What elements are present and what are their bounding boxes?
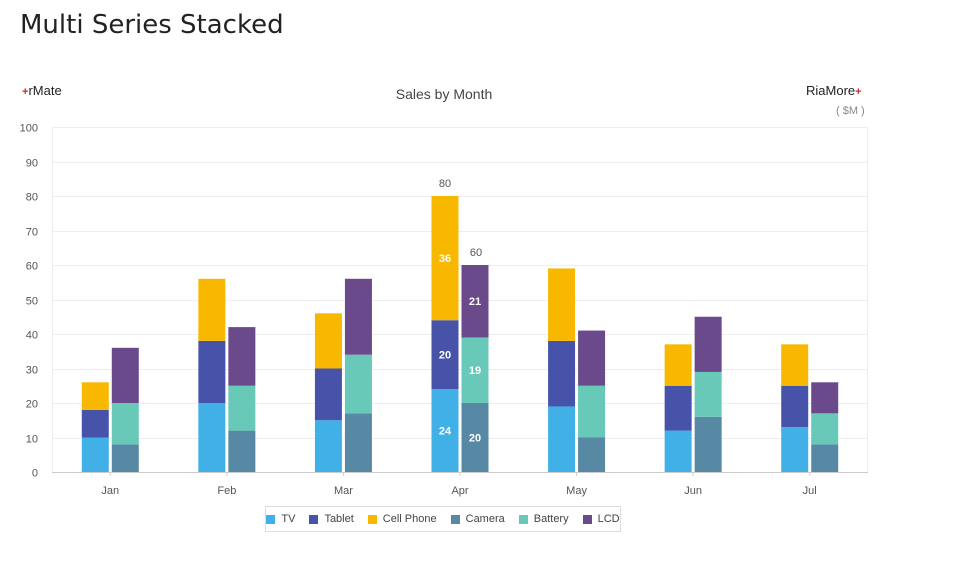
bar-cell-phone [548,268,576,341]
bar-lcd [111,347,139,403]
legend-swatch [266,514,276,524]
x-tick-label: May [566,485,587,497]
legend-label: TV [281,513,296,525]
bar-cell-phone [314,313,342,369]
y-tick-label: 40 [26,330,38,342]
bar-battery [461,337,489,403]
bar-tablet [431,320,459,390]
chart-legend: TV Tablet Cell Phone Camera Battery LCD [265,506,621,532]
bar-camera [228,430,256,472]
bar-battery [694,371,722,417]
brand-mark-icon: + [855,86,862,98]
x-tick-label: Jun [684,485,702,497]
bar-camera [344,413,372,472]
bar-tablet [781,385,809,428]
legend-item[interactable]: TV [266,513,295,525]
bar-lcd [228,327,256,386]
bar-tv [548,406,576,472]
x-tick-label: Jul [803,485,817,497]
brand-mark-icon: + [22,86,29,98]
legend-swatch [367,514,377,524]
legend-label: Tablet [324,513,354,525]
y-tick-label: 100 [20,123,38,135]
y-tick-label: 80 [26,192,38,204]
bar-tablet [664,385,692,431]
legend-label: Camera [465,513,505,525]
bar-battery [811,413,839,445]
bar-cell-phone [431,196,459,321]
legend-label: Cell Phone [382,513,437,525]
legend-label: LCD [597,513,620,525]
bar-lcd [811,382,839,414]
data-label: 36 [439,253,451,265]
bar-lcd [578,330,606,386]
legend-item[interactable]: LCD [582,513,620,525]
y-tick-label: 60 [26,261,38,273]
bar-tablet [198,340,226,403]
bar-tv [781,427,809,472]
legend-item[interactable]: Cell Phone [367,513,437,525]
brand-logo-right: RiaMore+ [806,83,862,98]
legend-item[interactable]: Camera [450,513,505,525]
bar-tv [664,430,692,472]
legend-swatch [450,514,460,524]
bar-battery [111,403,139,445]
total-label: 80 [439,178,451,190]
bar-camera [111,444,139,472]
legend-swatch [582,514,592,524]
bar-cell-phone [781,344,809,386]
bar-tablet [81,409,109,438]
bar-battery [228,385,256,431]
bar-lcd [461,265,489,338]
bar-tv [81,437,109,472]
bar-camera [461,403,489,472]
y-tick-label: 30 [26,365,38,377]
chart-title: Sales by Month [395,86,493,102]
data-label: 21 [469,296,481,308]
data-label: 19 [469,365,481,377]
bar-lcd [694,316,722,372]
x-tick-label: Mar [334,485,353,497]
bar-battery [578,385,606,438]
y-tick-label: 90 [26,158,38,170]
y-tick-label: 10 [26,434,38,446]
brand-right-text: RiaMore [806,83,856,98]
legend-item[interactable]: Tablet [309,513,354,525]
bar-cell-phone [198,278,226,341]
brand-left-text: rMate [28,83,62,98]
x-tick-label: Jan [101,485,119,497]
bar-tv [198,403,226,472]
legend-swatch [309,514,319,524]
legend-item[interactable]: Battery [518,513,569,525]
y-tick-label: 50 [26,296,38,308]
bar-camera [694,416,722,472]
bar-camera [811,444,839,472]
bar-camera [578,437,606,472]
x-tick-label: Feb [217,485,236,497]
bar-tablet [548,340,576,407]
y-tick-label: 70 [26,227,38,239]
legend-label: Battery [533,513,569,525]
data-label: 20 [469,433,481,445]
brand-logo-left: +rMate [22,83,62,98]
y-tick-label: 20 [26,399,38,411]
bar-cell-phone [664,344,692,386]
legend-swatch [518,514,528,524]
unit-label: ( $M ) [836,105,865,117]
bar-cell-phone [81,382,109,410]
y-tick-label: 0 [32,468,38,480]
bar-lcd [344,278,372,355]
data-label: 24 [439,426,452,438]
bar-tv [431,389,459,472]
page-title: Multi Series Stacked [20,10,284,40]
bar-tablet [314,368,342,421]
total-label: 60 [470,247,482,259]
data-label: 20 [439,350,451,362]
x-tick-label: Apr [451,485,468,497]
bar-battery [344,354,372,414]
bar-tv [314,420,342,472]
